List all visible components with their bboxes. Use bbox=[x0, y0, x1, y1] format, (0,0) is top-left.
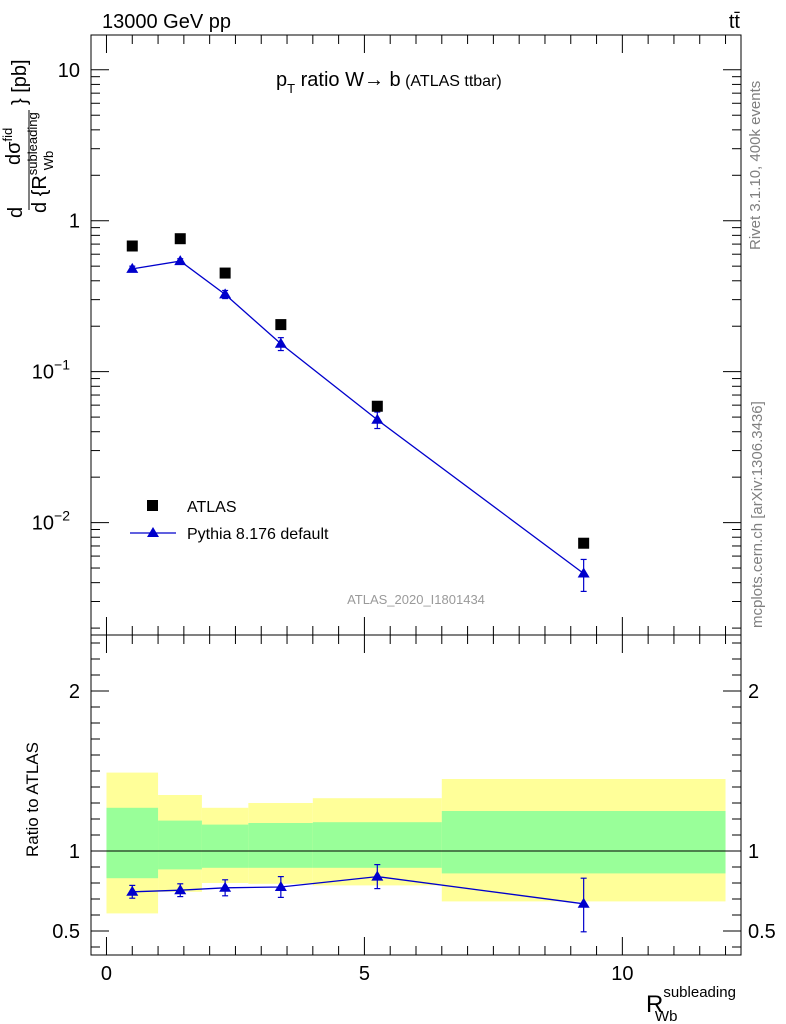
ratio-y-tick-label-right: 0.5 bbox=[748, 921, 776, 943]
ratio-point bbox=[126, 885, 139, 896]
ratio-y-tick-label-left: 2 bbox=[69, 681, 80, 703]
atlas-point bbox=[126, 240, 138, 252]
ratio-y-label: Ratio to ATLAS bbox=[23, 742, 42, 857]
ratio-point bbox=[174, 884, 187, 895]
legend: ATLAS Pythia 8.176 default bbox=[130, 499, 329, 543]
green-band bbox=[312, 822, 442, 868]
green-band bbox=[158, 820, 202, 870]
energy-label: 13000 GeV pp bbox=[102, 11, 231, 33]
pythia-point bbox=[371, 413, 384, 424]
ratio-y-tick-label-right: 1 bbox=[748, 841, 759, 863]
main-data bbox=[126, 233, 590, 593]
process-label: tt̄ bbox=[729, 11, 741, 33]
ratio-point bbox=[274, 881, 287, 891]
atlas-point bbox=[219, 267, 231, 279]
ratio-panel: 0.5 0.5 1 1 2 2 0 5 10 Ratio to ATLAS Rsubleadin… bbox=[23, 634, 776, 1024]
ratio-tick-labels: 0.5 0.5 1 1 2 2 0 5 10 bbox=[52, 681, 776, 985]
pythia-point bbox=[174, 255, 187, 266]
legend-pythia-marker bbox=[147, 527, 159, 537]
x-axis-label: Rsubleading Wb bbox=[646, 984, 736, 1024]
y-label-d: d bbox=[5, 207, 27, 218]
x-tick-label: 0 bbox=[101, 963, 112, 985]
x-tick-label: 5 bbox=[359, 963, 370, 985]
green-band bbox=[441, 811, 726, 874]
atlas-point bbox=[371, 400, 383, 412]
mcplots-label: mcplots.cern.ch [arXiv:1306.3436] bbox=[749, 401, 766, 628]
ratio-y-tick-label-left: 1 bbox=[69, 841, 80, 863]
green-band bbox=[201, 824, 249, 868]
pythia-point bbox=[274, 337, 287, 348]
pythia-point bbox=[126, 262, 139, 273]
ratio-bands bbox=[91, 772, 741, 914]
analysis-label: ATLAS_2020_I1801434 bbox=[347, 592, 485, 607]
pythia-line bbox=[132, 260, 585, 575]
pythia-point bbox=[219, 288, 232, 299]
atlas-point bbox=[174, 233, 186, 245]
ratio-line bbox=[132, 875, 584, 905]
ratio-y-tick-label-right: 2 bbox=[748, 681, 759, 703]
main-title: pT ratio W→ b (ATLAS ttbar) bbox=[276, 69, 502, 96]
ratio-point bbox=[219, 881, 232, 892]
y-label-unit: } [pb] bbox=[9, 59, 31, 105]
atlas-point bbox=[275, 319, 287, 331]
green-band bbox=[106, 807, 159, 879]
main-y-tick-labels: 10 1 10−1 10−2 bbox=[32, 60, 80, 535]
main-y-tick-label: 10−2 bbox=[32, 508, 70, 535]
main-ticks bbox=[91, 35, 741, 635]
ratio-y-tick-label-left: 0.5 bbox=[52, 921, 80, 943]
main-y-axis-label: d dσfid d {RsubleadingWb } [pb] bbox=[0, 59, 56, 218]
ratio-point bbox=[371, 870, 384, 881]
ratio-ticks bbox=[91, 635, 741, 955]
legend-atlas-label: ATLAS bbox=[187, 499, 237, 516]
ratio-data bbox=[126, 863, 590, 933]
legend-pythia-label: Pythia 8.176 default bbox=[187, 526, 329, 543]
atlas-point bbox=[578, 537, 590, 549]
legend-atlas-marker bbox=[147, 500, 158, 511]
pythia-point bbox=[577, 567, 590, 578]
green-band bbox=[248, 823, 313, 868]
y-label-denominator: d {RsubleadingWb bbox=[25, 112, 56, 213]
rivet-label: Rivet 3.1.10, 400k events bbox=[747, 81, 764, 250]
main-y-tick-label: 1 bbox=[69, 211, 80, 233]
main-y-tick-label: 10−1 bbox=[32, 357, 70, 384]
main-frame bbox=[90, 34, 742, 636]
main-y-tick-label: 10 bbox=[58, 60, 80, 82]
y-label-dsigma: dσfid bbox=[0, 128, 25, 165]
x-tick-label: 10 bbox=[611, 963, 633, 985]
ratio-point bbox=[577, 897, 590, 908]
